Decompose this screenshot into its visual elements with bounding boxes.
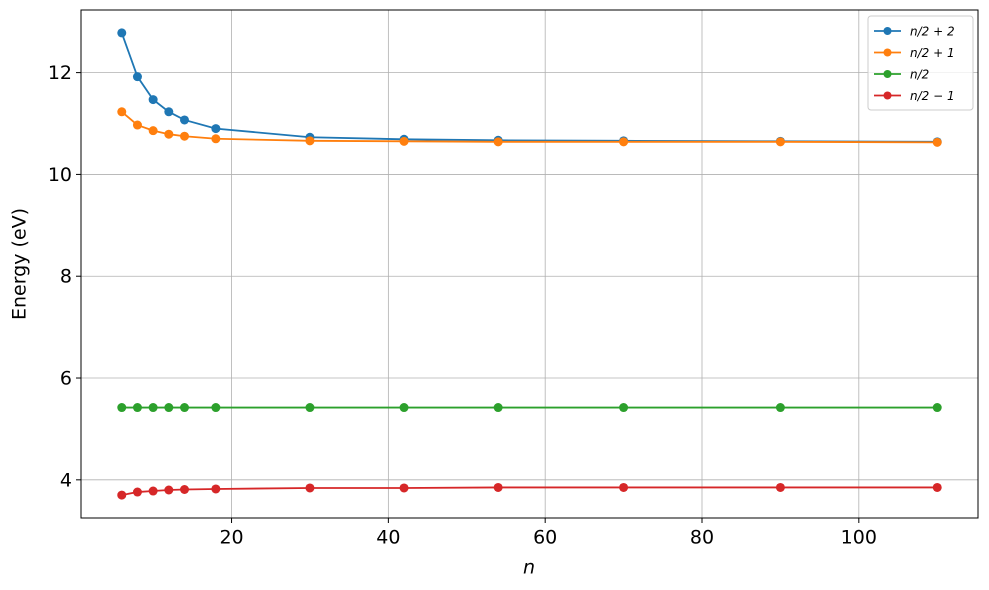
y-tick-label: 12 (48, 62, 72, 84)
legend-marker (883, 48, 892, 57)
legend-box (867, 15, 974, 111)
data-point (305, 403, 315, 413)
x-tick-label: 60 (533, 527, 557, 549)
data-point (180, 484, 189, 494)
data-point (493, 137, 503, 147)
data-point (619, 482, 629, 492)
data-point (493, 403, 503, 413)
data-point (164, 403, 174, 413)
y-tick-label: 4 (60, 469, 72, 491)
data-point (148, 95, 158, 105)
data-point (493, 482, 503, 492)
data-point (132, 487, 142, 497)
data-point (148, 126, 158, 136)
legend-label: n/2 − 1 (910, 89, 955, 103)
legend-label: n/2 (910, 68, 929, 82)
legend: n/2 + 2 n/2 + 1 n/2 n/2 − 1 (867, 15, 974, 111)
legend-label: n/2 + 1 (910, 46, 955, 60)
data-point (132, 403, 142, 413)
data-point (180, 115, 189, 125)
data-point (932, 482, 942, 492)
plot-frame (80, 9, 979, 519)
series-line (121, 111, 938, 144)
x-tick-label: 80 (690, 527, 714, 549)
data-point (148, 486, 158, 496)
data-point (132, 120, 142, 130)
legend-marker (883, 70, 892, 78)
data-point (619, 137, 629, 147)
data-point (117, 403, 127, 413)
x-tick-label: 100 (841, 527, 877, 549)
series-line (120, 32, 938, 143)
data-point (399, 403, 409, 413)
data-point (305, 136, 315, 146)
y-axis-label: Energy (eV) (9, 208, 31, 320)
data-point (775, 482, 785, 492)
data-point (932, 403, 942, 413)
data-point (164, 129, 174, 139)
data-point (117, 107, 127, 117)
data-point (211, 403, 221, 413)
legend-marker (883, 91, 892, 100)
x-tick-label: 20 (219, 527, 243, 549)
data-point (932, 137, 942, 147)
data-point (775, 137, 785, 147)
legend-marker (883, 27, 892, 35)
data-point (211, 124, 221, 134)
data-point (399, 136, 409, 146)
data-point (399, 483, 409, 493)
data-point (619, 403, 629, 413)
data-point (180, 131, 189, 141)
y-tick-label: 6 (60, 368, 72, 390)
data-point (117, 490, 127, 500)
y-tick-label: 10 (48, 164, 72, 186)
data-point (775, 403, 785, 413)
data-point (164, 485, 174, 495)
data-point (305, 483, 315, 493)
legend-label: n/2 + 2 (910, 25, 955, 39)
x-axis-label: n (523, 557, 535, 579)
data-point (132, 72, 142, 82)
data-point (211, 134, 221, 144)
x-tick-label: 40 (376, 527, 400, 549)
data-point (164, 107, 174, 117)
data-point (117, 28, 127, 38)
data-point (211, 484, 221, 494)
data-point (180, 403, 189, 413)
y-tick-label: 8 (60, 266, 72, 288)
data-point (148, 403, 158, 413)
series-line (121, 486, 938, 496)
